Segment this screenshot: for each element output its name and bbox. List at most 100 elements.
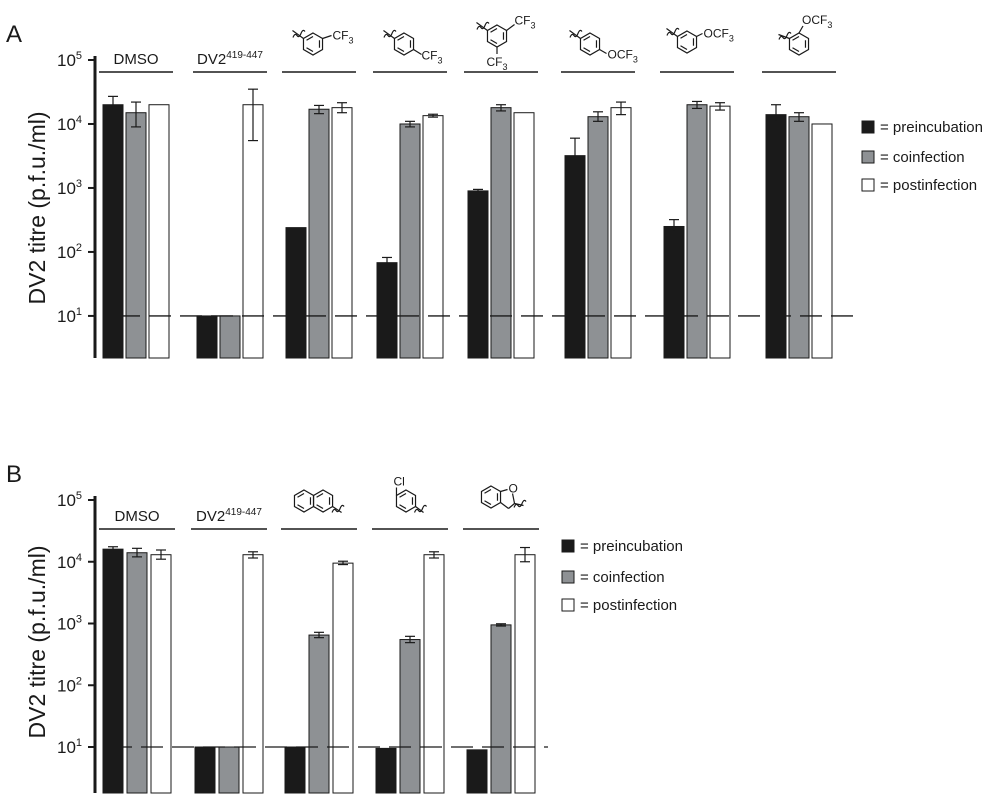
panel-a-legend-swatch-preincubation: [861, 120, 875, 134]
panel-b-y-tick-label-0: 101: [57, 737, 82, 757]
panel-a-group-structure-5: OCF3: [569, 29, 638, 65]
panel-b-y-tick-label-4: 105: [57, 490, 82, 510]
panel-a-m-CF3-phenyl-wavy-attachment: [292, 29, 306, 38]
panel-b-plot: 101 102 103 104 105 DMSO DV2419-447 Cl O = preinc…: [57, 475, 683, 794]
panel-a-3,5-bis-CF3-phenyl-double-bond-2: [490, 28, 498, 33]
panel-b-2-naphthyl-a-double-bond-1: [297, 504, 305, 509]
panel-a-bar-5-coinfection: [587, 116, 609, 359]
panel-a-bar-2-preincubation: [285, 227, 307, 359]
panel-b-bar-1-preincubation: [194, 746, 216, 794]
panel-b-y-tick-label-1: 102: [57, 675, 82, 695]
panel-b-bar-0-coinfection: [126, 552, 148, 794]
panel-a-legend-label-postinfection: = postinfection: [880, 177, 977, 194]
panel-a-o-OCF3-phenyl-double-bond-1: [792, 47, 800, 52]
panel-a-group-structure-4: CF3 CF3: [476, 14, 536, 72]
panel-a-p-OCF3-phenyl-double-bond-1: [583, 47, 591, 52]
panel-b-legend-swatch-coinfection: [561, 570, 575, 584]
panel-a-m-OCF3-phenyl-wavy-attachment: [666, 27, 680, 36]
panel-b-3-chlorophenyl-double-bond-2: [399, 493, 407, 498]
panel-a-bar-3-preincubation: [376, 262, 398, 359]
panel-b-bar-3-preincubation: [375, 747, 397, 794]
panel-b-bar-0-postinfection: [150, 554, 172, 794]
panel-a-bar-1-postinfection: [242, 104, 264, 359]
panel-a-p-CF3-phenyl-wavy-attachment: [383, 29, 397, 38]
panel-a-3,5-bis-CF3-phenyl-substituent-bond-1: [506, 24, 515, 31]
panel-a-p-CF3-phenyl-double-bond-2: [397, 36, 405, 41]
panel-b-group-structure-4: O: [480, 482, 527, 509]
panel-a-p-CF3-phenyl-substituent-label: CF3: [422, 49, 443, 66]
panel-b-2-naphthyl-b-double-bond-1: [316, 504, 324, 509]
panel-b-legend-label-postinfection: = postinfection: [580, 597, 677, 614]
panel-a-group-structure-6: OCF3: [666, 27, 734, 54]
panel-b-dihydrobenzofuran-2-yl-double-bond-1: [484, 500, 492, 505]
panel-a-group-structure-2: CF3: [292, 29, 354, 56]
panel-a-bar-2-coinfection: [308, 108, 330, 359]
panel-b-2-naphthyl-b-ring: [312, 489, 334, 513]
panel-b-3-chlorophenyl-wavy-attachment: [413, 504, 428, 513]
panel-b-3-chlorophenyl-attachment-bond: [415, 506, 424, 513]
panel-b-group-label-0: DMSO: [115, 508, 160, 525]
panel-a-letter: A: [6, 21, 22, 48]
panel-a-o-OCF3-phenyl-substituent-bond: [798, 25, 804, 34]
panel-a-3,5-bis-CF3-phenyl-substituent-label-1: CF3: [515, 14, 536, 31]
panel-b-legend-label-coinfection: = coinfection: [580, 569, 665, 586]
panel-a-m-OCF3-phenyl-double-bond-1: [680, 45, 688, 50]
panel-a-3,5-bis-CF3-phenyl-double-bond-1: [490, 39, 498, 44]
panel-a-bar-3-postinfection: [422, 115, 444, 359]
panel-a-y-axis-label: DV2 titre (p.f.u./ml): [24, 112, 50, 305]
panel-b-legend-swatch-postinfection: [561, 598, 575, 612]
panel-b-bar-1-postinfection: [242, 554, 264, 794]
panel-b-dihydrobenzofuran-2-yl-wavy-attachment: [513, 499, 527, 508]
panel-a-o-OCF3-phenyl-substituent-label: OCF3: [802, 13, 832, 30]
panel-b-letter: B: [6, 461, 22, 488]
panel-b-dihydrobenzofuran-2-yl-double-bond-2: [484, 489, 492, 494]
panel-b-dihydrobenzofuran-2-yl-ring-bond-2: [500, 502, 509, 509]
panel-b-legend-label-preincubation: = preincubation: [580, 538, 683, 555]
panel-a-y-tick-label-1: 102: [57, 242, 82, 262]
panel-b-group-label-1: DV2419-447: [196, 507, 262, 525]
panel-a-bar-3-coinfection: [399, 123, 421, 359]
panel-a-legend-swatch-coinfection: [861, 150, 875, 164]
panel-a-bar-5-postinfection: [610, 107, 632, 359]
panel-a-group-structure-3: CF3: [383, 29, 443, 66]
panel-a-bar-1-preincubation: [196, 315, 218, 359]
panel-b-bar-2-coinfection: [308, 634, 330, 794]
panel-b-bar-2-postinfection: [332, 562, 354, 794]
panel-a-m-CF3-phenyl-double-bond-2: [306, 36, 314, 41]
panel-b-dihydrobenzofuran-2-yl-ether-bond-1: [500, 488, 508, 493]
panel-a-bar-6-preincubation: [663, 225, 685, 359]
panel-a-m-OCF3-phenyl-substituent-label: OCF3: [704, 27, 734, 44]
panel-a-bar-7-preincubation: [765, 114, 787, 359]
panel-b-legend-swatch-preincubation: [561, 539, 575, 553]
panel-a-y-tick-label-0: 101: [57, 306, 82, 326]
panel-a-group-label-1: DV2419-447: [197, 50, 263, 68]
panel-b-bar-2-preincubation: [284, 746, 306, 794]
panel-a-m-CF3-phenyl-substituent-label: CF3: [333, 29, 354, 46]
panel-a-bar-5-preincubation: [564, 155, 586, 359]
panel-b-bar-4-postinfection: [514, 554, 536, 794]
panel-a-p-OCF3-phenyl-substituent-label: OCF3: [608, 48, 638, 65]
panel-a-o-OCF3-phenyl-wavy-attachment: [778, 31, 792, 40]
panel-a-bar-6-postinfection: [709, 105, 731, 359]
panel-a-m-OCF3-phenyl-substituent-bond: [696, 32, 703, 38]
panel-a-bar-1-coinfection: [219, 315, 241, 359]
panel-b-bar-1-coinfection: [218, 746, 240, 794]
panel-a-bar-4-postinfection: [513, 112, 535, 359]
panel-b-dihydrobenzofuran-2-yl-ring-bond-1: [508, 503, 515, 509]
panel-a-o-OCF3-phenyl-attachment-bond: [778, 33, 790, 40]
panel-b-3-chlorophenyl-double-bond-1: [399, 504, 407, 509]
panel-a-p-OCF3-phenyl-wavy-attachment: [569, 29, 583, 38]
panel-b-dihydrobenzofuran-2-yl-attachment-bond: [514, 502, 524, 507]
panel-a-o-OCF3-phenyl-double-bond-2: [792, 36, 800, 41]
panel-a-m-OCF3-phenyl-attachment-bond: [666, 28, 678, 37]
panel-b-dihydrobenzofuran-2-yl-oxygen-label: O: [509, 482, 518, 496]
panel-a-bar-6-coinfection: [686, 104, 708, 359]
panel-a-y-tick-label-3: 104: [57, 114, 82, 134]
panel-a-p-OCF3-phenyl-substituent-bond: [599, 48, 607, 55]
panel-a-p-CF3-phenyl-attachment-bond: [383, 30, 395, 39]
panel-a-bar-2-postinfection: [331, 107, 353, 359]
panel-a-y-tick-label-4: 105: [57, 50, 82, 70]
panel-b-2-naphthyl-a-double-bond-2: [297, 493, 305, 498]
